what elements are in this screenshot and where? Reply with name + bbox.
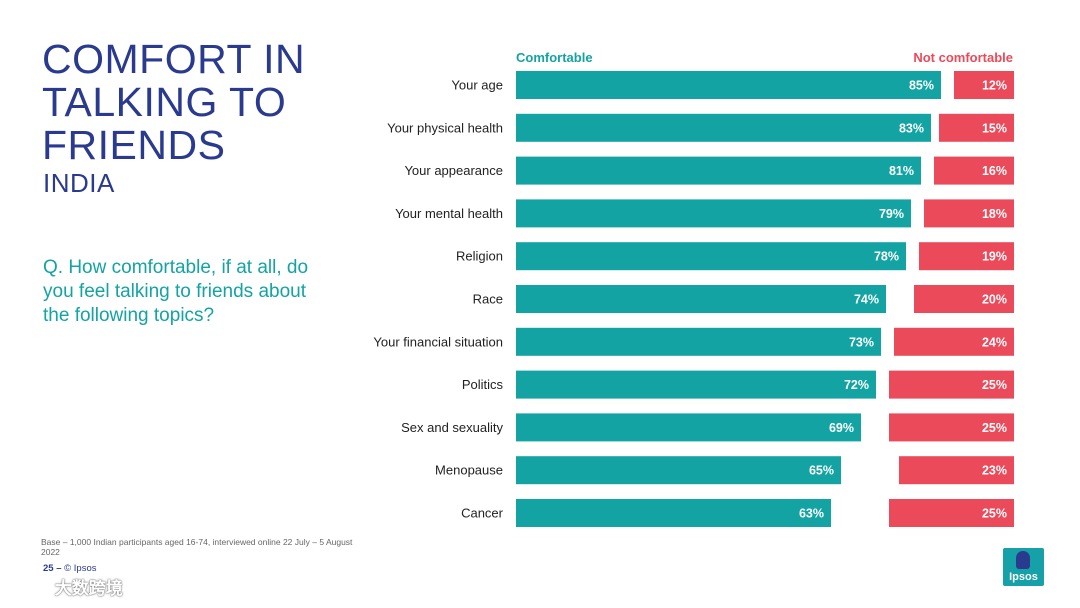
bar-comfortable-label: 65% [809, 464, 834, 478]
ipsos-logo: Ipsos [1003, 548, 1044, 586]
watermark-text: 大数跨境 [54, 579, 123, 598]
bar-comfortable [516, 413, 861, 442]
category-label: Your physical health [387, 120, 503, 135]
bar-comfortable [516, 456, 841, 485]
bar-not-comfortable-label: 12% [982, 79, 1007, 93]
bar-not-comfortable-label: 19% [982, 250, 1007, 264]
base-note: Base – 1,000 Indian participants aged 16… [41, 537, 353, 557]
watermark-logo-icon [10, 582, 48, 597]
category-label: Sex and sexuality [401, 420, 503, 435]
category-label: Your financial situation [373, 334, 503, 349]
page-title: COMFORT IN TALKING TO FRIENDS [42, 38, 305, 167]
bar-comfortable-label: 85% [909, 79, 934, 93]
bar-not-comfortable-label: 25% [982, 378, 1007, 392]
bar-not-comfortable-label: 25% [982, 421, 1007, 435]
page-footer: 25 – © Ipsos [43, 563, 97, 574]
bar-not-comfortable-label: 25% [982, 507, 1007, 521]
category-label: Race [473, 292, 503, 307]
bar-comfortable [516, 71, 941, 99]
category-label: Politics [462, 377, 504, 392]
bar-not-comfortable [934, 156, 1014, 185]
logo-text: Ipsos [1009, 571, 1038, 583]
bar-not-comfortable [919, 242, 1014, 271]
bar-comfortable [516, 285, 886, 313]
bar-not-comfortable-label: 15% [982, 121, 1007, 135]
bar-not-comfortable [894, 327, 1014, 356]
bar-comfortable-label: 73% [849, 335, 874, 349]
category-label: Your mental health [395, 206, 503, 221]
legend-not-comfortable: Not comfortable [913, 50, 1013, 65]
bar-not-comfortable [899, 456, 1014, 485]
category-label: Cancer [461, 506, 504, 521]
bar-comfortable-label: 63% [799, 507, 824, 521]
page-number: 25 [43, 563, 54, 574]
logo-mark-icon [1016, 551, 1030, 569]
bar-not-comfortable [914, 285, 1014, 313]
bar-comfortable [516, 199, 911, 228]
bar-comfortable [516, 370, 876, 399]
bar-comfortable [516, 156, 921, 185]
page-subtitle: INDIA [43, 168, 115, 198]
bar-comfortable-label: 78% [874, 250, 899, 264]
bar-comfortable [516, 499, 831, 527]
bar-comfortable [516, 113, 931, 142]
bar-not-comfortable [889, 413, 1014, 442]
bar-not-comfortable-label: 20% [982, 293, 1007, 307]
category-label: Menopause [435, 463, 503, 478]
copyright-text: © Ipsos [64, 563, 97, 574]
bar-comfortable [516, 327, 881, 356]
bar-not-comfortable [924, 199, 1014, 228]
bar-comfortable-label: 83% [899, 121, 924, 135]
bar-comfortable [516, 242, 906, 271]
bar-not-comfortable [939, 113, 1014, 142]
title-line: COMFORT IN [42, 36, 306, 82]
bar-comfortable-label: 74% [854, 293, 879, 307]
bar-not-comfortable [889, 499, 1014, 527]
title-line: TALKING TO [42, 79, 287, 125]
bar-not-comfortable-label: 23% [982, 464, 1007, 478]
category-label: Your appearance [404, 163, 503, 178]
bar-comfortable-label: 81% [889, 164, 914, 178]
legend-comfortable: Comfortable [516, 50, 593, 65]
bar-not-comfortable [889, 370, 1014, 399]
bar-comfortable-label: 72% [844, 378, 869, 392]
bar-not-comfortable-label: 18% [982, 207, 1007, 221]
title-line: FRIENDS [42, 122, 226, 168]
category-label: Religion [456, 249, 503, 264]
bar-comfortable-label: 69% [829, 421, 854, 435]
watermark: 大数跨境 [10, 574, 123, 599]
survey-question: Q. How comfortable, if at all, do you fe… [43, 257, 309, 326]
category-label: Your age [451, 78, 503, 93]
footer-separator: – [56, 563, 62, 574]
bar-not-comfortable-label: 16% [982, 164, 1007, 178]
bar-not-comfortable-label: 24% [982, 335, 1007, 349]
bar-not-comfortable [954, 71, 1014, 99]
bar-comfortable-label: 79% [879, 207, 904, 221]
